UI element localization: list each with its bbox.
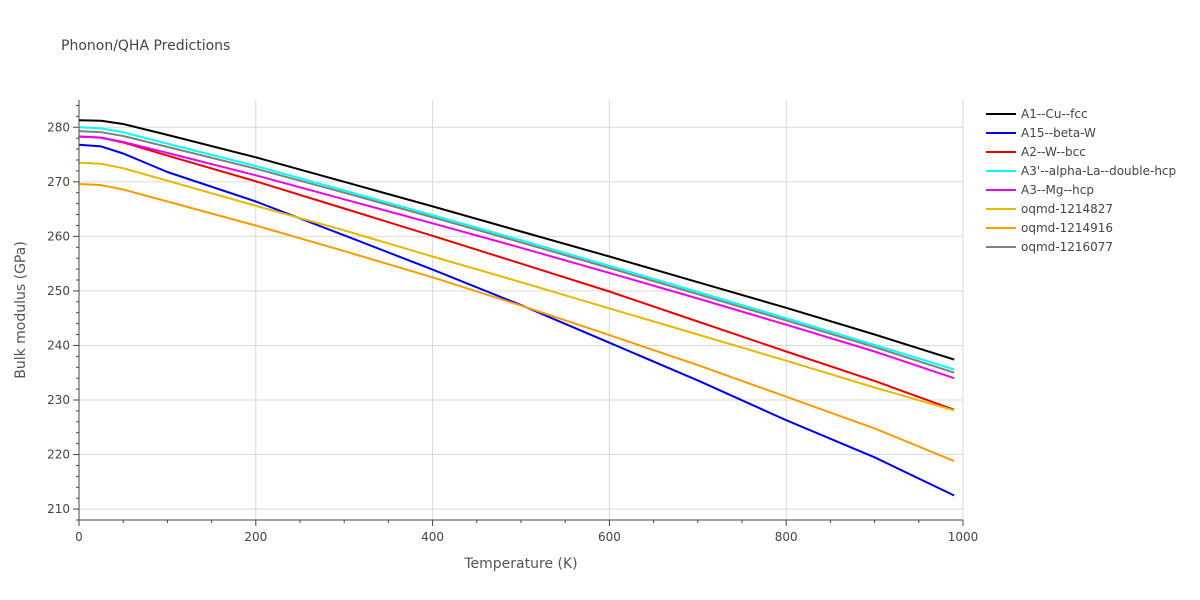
y-tick-label: 210 [47, 502, 70, 516]
series-line-0[interactable] [78, 119, 955, 361]
legend-item-7[interactable]: oqmd-1216077 [986, 240, 1113, 254]
legend-label: oqmd-1214827 [1021, 202, 1113, 216]
legend-label: A15--beta-W [1021, 126, 1096, 140]
y-tick-label: 240 [47, 338, 70, 352]
legend-item-0[interactable]: A1--Cu--fcc [986, 107, 1088, 121]
y-tick-label: 270 [47, 175, 70, 189]
legend-label: oqmd-1216077 [1021, 240, 1113, 254]
y-tick-label: 260 [47, 229, 70, 243]
legend-item-1[interactable]: A15--beta-W [986, 126, 1096, 140]
legend-label: oqmd-1214916 [1021, 221, 1113, 235]
y-tick-label: 230 [47, 393, 70, 407]
series-line-5[interactable] [78, 161, 955, 412]
legend-item-4[interactable]: A3--Mg--hcp [986, 183, 1094, 197]
x-tick-label: 800 [775, 530, 798, 544]
plot-area[interactable] [78, 119, 955, 497]
y-tick-label: 250 [47, 284, 70, 298]
legend-label: A2--W--bcc [1021, 145, 1086, 159]
x-tick-label: 1000 [948, 530, 979, 544]
legend-item-6[interactable]: oqmd-1214916 [986, 221, 1113, 235]
series-line-7[interactable] [78, 130, 955, 374]
x-tick-label: 200 [244, 530, 267, 544]
legend-item-3[interactable]: A3'--alpha-La--double-hcp [986, 164, 1176, 178]
legend-label: A1--Cu--fcc [1021, 107, 1088, 121]
x-tick-label: 600 [598, 530, 621, 544]
grid [79, 100, 964, 520]
chart-title: Phonon/QHA Predictions [61, 38, 230, 54]
legend-item-2[interactable]: A2--W--bcc [986, 145, 1086, 159]
y-tick-label: 220 [47, 448, 70, 462]
x-axis-title: Temperature (K) [463, 556, 577, 572]
legend-label: A3--Mg--hcp [1021, 183, 1094, 197]
series-line-1[interactable] [78, 143, 955, 497]
series-line-6[interactable] [78, 183, 955, 463]
y-axis-title: Bulk modulus (GPa) [13, 241, 29, 379]
series-line-2[interactable] [78, 135, 955, 411]
series-line-3[interactable] [78, 126, 955, 371]
x-tick-label: 0 [75, 530, 83, 544]
legend-item-5[interactable]: oqmd-1214827 [986, 202, 1113, 216]
series-line-4[interactable] [78, 135, 955, 380]
x-tick-label: 400 [421, 530, 444, 544]
legend-label: A3'--alpha-La--double-hcp [1021, 164, 1176, 178]
axes: 0 200 400 600 800 1000 210 220 230 240 250 260 270 28… [47, 100, 978, 544]
legend[interactable]: A1--Cu--fcc A15--beta-W A2--W--bcc A3'--alp… [986, 107, 1176, 254]
y-tick-label: 280 [47, 120, 70, 134]
